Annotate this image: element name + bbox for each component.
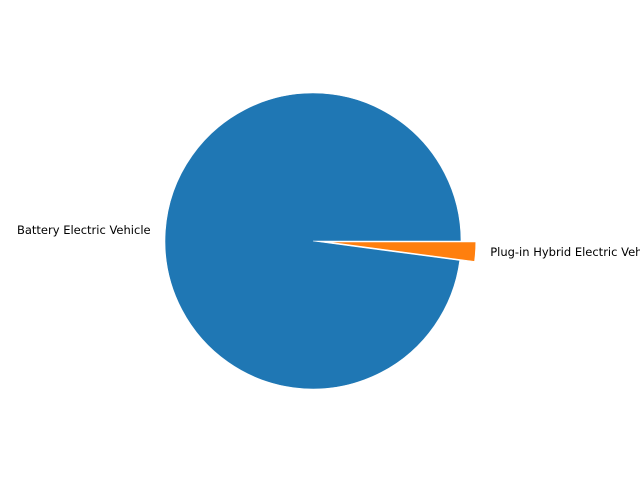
slice-phev [327,241,477,262]
slice-bev [164,92,462,390]
slice-label-phev: Plug-in Hybrid Electric Vehicle [490,245,640,259]
slice-label-bev: Battery Electric Vehicle [17,223,151,237]
pie-slices [164,92,477,390]
pie-labels: Battery Electric Vehicle Plug-in Hybrid … [17,223,640,259]
